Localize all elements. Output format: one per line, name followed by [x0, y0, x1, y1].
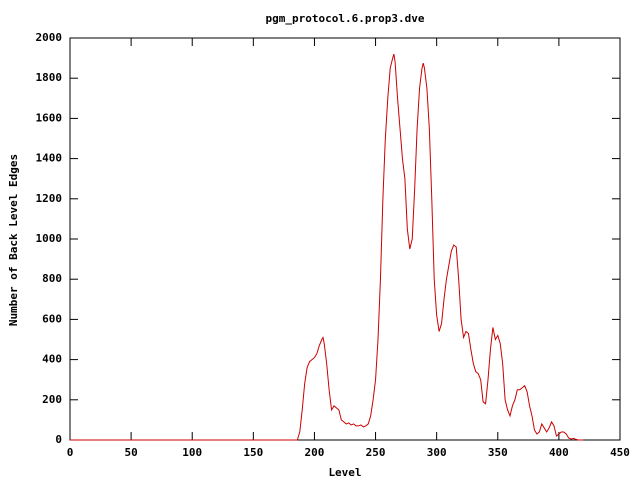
x-tick-label: 250 [366, 446, 386, 459]
data-line [70, 53, 584, 441]
y-tick-label: 200 [42, 393, 62, 406]
x-tick-label: 150 [243, 446, 263, 459]
y-tick-label: 800 [42, 272, 62, 285]
y-axis-label: Number of Back Level Edges [7, 154, 20, 326]
y-tick-label: 1000 [36, 232, 63, 245]
y-tick-label: 1800 [36, 71, 63, 84]
x-tick-label: 350 [488, 446, 508, 459]
y-tick-label: 400 [42, 353, 62, 366]
y-tick-label: 0 [55, 433, 62, 446]
y-tick-label: 1600 [36, 111, 63, 124]
x-tick-label: 450 [610, 446, 630, 459]
x-tick-label: 100 [182, 446, 202, 459]
y-tick-label: 1400 [36, 152, 63, 165]
x-axis-label: Level [328, 466, 361, 479]
y-tick-label: 600 [42, 312, 62, 325]
x-tick-label: 200 [305, 446, 325, 459]
x-tick-label: 50 [124, 446, 137, 459]
x-tick-label: 300 [427, 446, 447, 459]
x-tick-label: 400 [549, 446, 569, 459]
y-tick-label: 1200 [36, 192, 63, 205]
y-tick-label: 2000 [36, 31, 63, 44]
x-tick-label: 0 [67, 446, 74, 459]
plot-border [69, 37, 621, 441]
chart-title: pgm_protocol.6.prop3.dve [266, 12, 425, 25]
